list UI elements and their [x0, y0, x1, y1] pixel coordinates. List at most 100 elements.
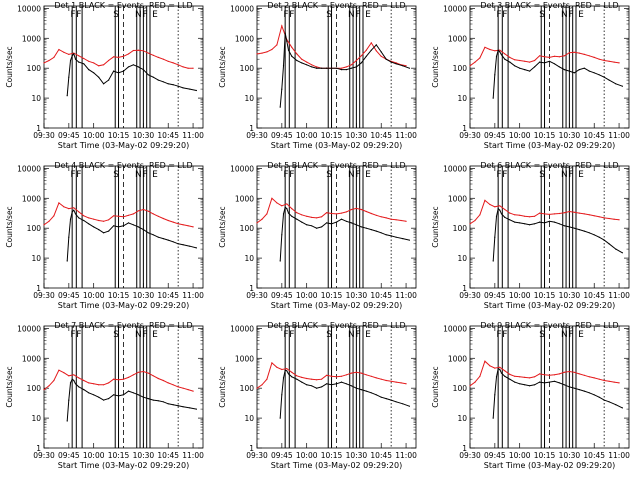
- lld-point: [306, 215, 308, 217]
- x-tick-label: 09:30: [246, 131, 268, 140]
- events-point: [326, 67, 328, 69]
- lld-point: [187, 389, 189, 391]
- events-point: [103, 232, 105, 234]
- lld-point: [400, 219, 402, 222]
- lld-point: [281, 368, 283, 371]
- x-tick-label: 10:00: [296, 291, 318, 300]
- y-tick-label: 10000: [17, 324, 41, 333]
- events-point: [615, 404, 617, 406]
- lld-point: [48, 59, 50, 62]
- x-tick-label: 10:00: [83, 291, 105, 300]
- lld-point: [350, 64, 352, 66]
- lld-point: [117, 56, 120, 59]
- lld-point: [147, 210, 149, 212]
- events-point: [147, 74, 149, 76]
- events-point: [71, 378, 73, 380]
- lld-point: [113, 378, 115, 380]
- lld-point: [296, 375, 298, 377]
- events-point: [281, 234, 283, 236]
- x-tick-label: 09:45: [484, 131, 506, 140]
- events-point: [287, 373, 290, 375]
- y-axis-label: Counts/sec: [431, 206, 440, 247]
- lld-point: [613, 381, 615, 383]
- x-tick-label: 10:00: [509, 451, 531, 460]
- state-annotation: S: [113, 330, 119, 340]
- events-point: [68, 236, 70, 238]
- y-tick-label: 1: [249, 124, 254, 133]
- events-point: [291, 55, 293, 57]
- lld-point: [43, 224, 45, 226]
- lld-point: [316, 217, 318, 219]
- state-annotation: S: [113, 10, 119, 20]
- events-point: [588, 232, 590, 234]
- state-annotation: N: [561, 10, 568, 20]
- events-point: [529, 385, 531, 387]
- panel-det-7: Det 7 BLACK = Events, RED = LLD 1 10 100 100…: [5, 321, 204, 470]
- lld-point: [479, 57, 481, 59]
- x-tick-label: 10:45: [370, 131, 392, 140]
- events-point: [504, 375, 506, 377]
- lld-point: [365, 374, 367, 376]
- events-point: [306, 384, 308, 386]
- state-annotation: F: [355, 10, 360, 20]
- lld-point: [63, 51, 65, 53]
- state-annotation: F: [568, 330, 573, 340]
- lld-point: [68, 375, 70, 377]
- lld-point: [142, 50, 144, 52]
- lld-point: [266, 213, 268, 215]
- events-point: [514, 221, 516, 223]
- y-tick-label: 100: [453, 384, 468, 393]
- lld-point: [147, 372, 149, 374]
- events-point: [573, 227, 575, 229]
- events-point: [282, 213, 285, 215]
- lld-point: [177, 223, 179, 225]
- events-point: [326, 222, 328, 224]
- events-point: [497, 49, 499, 51]
- lld-point: [385, 217, 387, 219]
- series-events-line: [279, 32, 410, 108]
- x-tick-label: 09:45: [271, 131, 293, 140]
- events-point: [558, 223, 561, 225]
- lld-point: [539, 55, 541, 57]
- lld-point: [365, 210, 367, 213]
- lld-point: [117, 379, 120, 381]
- x-tick-label: 10:30: [133, 291, 155, 300]
- lld-point: [83, 57, 85, 60]
- y-tick-label: 1000: [235, 34, 254, 43]
- events-point: [583, 230, 585, 232]
- x-tick-label: 11:00: [608, 131, 630, 140]
- events-point: [296, 378, 298, 380]
- y-tick-label: 10000: [230, 324, 254, 333]
- x-tick-label: 11:00: [182, 451, 204, 460]
- y-tick-label: 10000: [17, 4, 41, 13]
- lld-point: [405, 65, 407, 67]
- events-point: [68, 76, 70, 78]
- lld-point: [291, 46, 293, 48]
- x-tick-label: 09:30: [246, 291, 268, 300]
- events-point: [117, 395, 120, 397]
- lld-point: [122, 55, 125, 57]
- lld-point: [167, 219, 169, 222]
- events-point: [390, 399, 392, 401]
- chart-title: Det 8 BLACK = Events, RED = LLD: [267, 321, 405, 330]
- lld-point: [593, 56, 595, 59]
- state-annotation: F: [70, 170, 75, 180]
- events-point: [316, 227, 318, 229]
- lld-point: [172, 384, 174, 386]
- events-point: [568, 70, 571, 72]
- events-point: [548, 381, 551, 383]
- lld-point: [603, 379, 605, 382]
- chart-title: Det 1 BLACK = Events, RED = LLD: [54, 1, 192, 10]
- events-point: [365, 390, 367, 392]
- x-tick-label: 09:45: [271, 291, 293, 300]
- y-tick-label: 1: [462, 124, 467, 133]
- state-annotation: F: [502, 170, 507, 180]
- lld-point: [543, 213, 546, 215]
- lld-point: [578, 52, 580, 54]
- x-tick-label: 09:30: [459, 291, 481, 300]
- events-point: [390, 61, 392, 63]
- lld-point: [360, 208, 362, 211]
- y-tick-label: 1: [36, 444, 41, 453]
- events-point: [93, 394, 95, 396]
